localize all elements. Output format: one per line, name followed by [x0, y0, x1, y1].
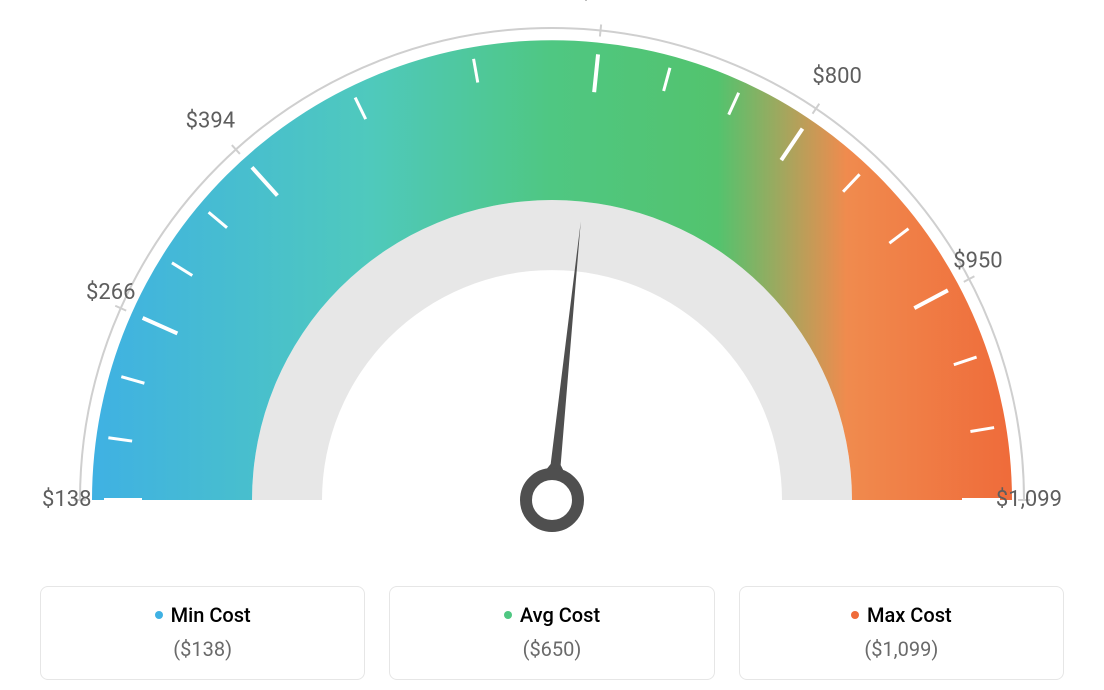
tick-label: $266 [86, 280, 135, 305]
dot-max [851, 611, 859, 619]
legend-min-title: Min Cost [155, 603, 251, 627]
tick-label: $800 [812, 64, 861, 89]
legend-max-title: Max Cost [851, 603, 952, 627]
scale-tick [600, 25, 601, 37]
legend-max-value: ($1,099) [750, 637, 1053, 661]
scale-tick [813, 104, 820, 114]
dot-avg [504, 611, 512, 619]
legend-avg-value: ($650) [400, 637, 703, 661]
legend-avg-label: Avg Cost [520, 603, 600, 627]
gauge-area: $138 $266 $394 $650 $800 $950 $1,099 [0, 0, 1104, 560]
tick-label: $950 [953, 248, 1002, 273]
tick-label: $394 [186, 108, 235, 133]
legend-min-value: ($138) [51, 637, 354, 661]
tick-label: $138 [42, 487, 91, 512]
legend-row: Min Cost ($138) Avg Cost ($650) Max Cost… [0, 586, 1104, 680]
legend-avg-cost: Avg Cost ($650) [389, 586, 714, 680]
legend-max-label: Max Cost [867, 603, 952, 627]
cost-gauge-chart: $138 $266 $394 $650 $800 $950 $1,099 Min Cost … [0, 0, 1104, 690]
gauge-svg: $138 $266 $394 $650 $800 $950 $1,099 [0, 0, 1104, 560]
legend-avg-title: Avg Cost [504, 603, 600, 627]
legend-min-label: Min Cost [171, 603, 251, 627]
dot-min [155, 611, 163, 619]
legend-min-cost: Min Cost ($138) [40, 586, 365, 680]
tick-label: $650 [580, 0, 629, 5]
tick-label: $1,099 [996, 487, 1062, 512]
needle-hub [526, 474, 578, 526]
legend-max-cost: Max Cost ($1,099) [739, 586, 1064, 680]
